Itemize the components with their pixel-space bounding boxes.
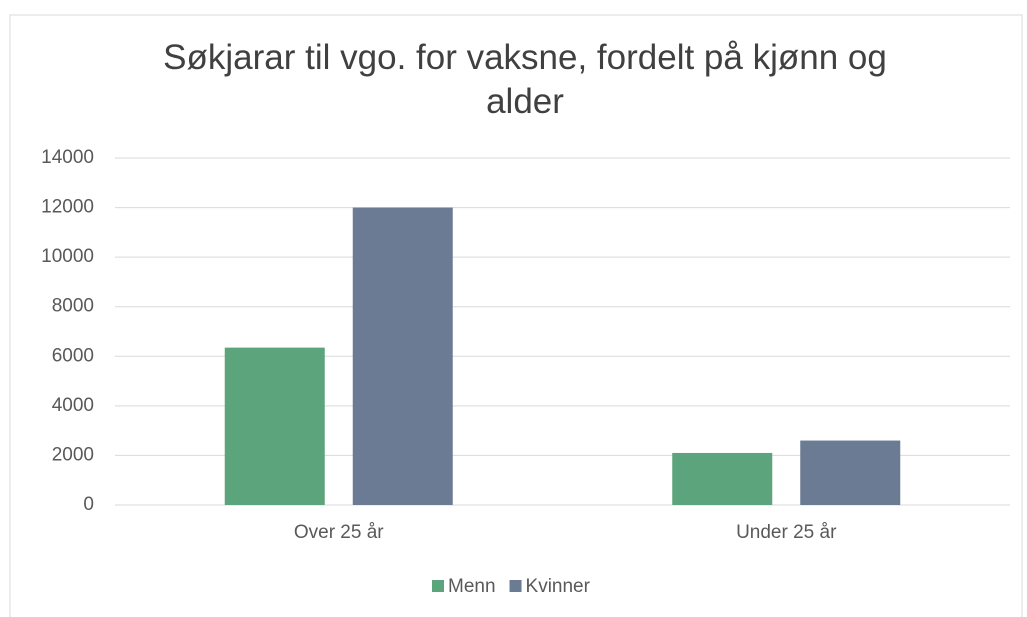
bar (672, 452, 773, 505)
y-tick-label: 0 (83, 494, 94, 515)
y-tick-label: 12000 (41, 197, 94, 218)
y-tick-label: 2000 (52, 444, 94, 465)
chart-title: Søkjarar til vgo. for vaksne, fordelt på… (163, 38, 887, 121)
legend-label: Kvinner (526, 576, 591, 597)
legend-label: Menn (448, 576, 496, 597)
y-tick-label: 4000 (52, 395, 94, 416)
x-tick-label: Under 25 år (736, 522, 837, 543)
bar (800, 440, 901, 505)
y-tick-label: 14000 (41, 147, 94, 168)
bar (352, 207, 453, 506)
chart-border (9, 14, 1023, 617)
y-tick-label: 6000 (52, 345, 94, 366)
legend-swatch (432, 580, 444, 592)
bar (224, 347, 325, 505)
legend-swatch (509, 580, 522, 592)
y-tick-label: 8000 (52, 296, 94, 317)
y-tick-label: 10000 (41, 246, 94, 267)
x-tick-label: Over 25 år (294, 522, 384, 543)
